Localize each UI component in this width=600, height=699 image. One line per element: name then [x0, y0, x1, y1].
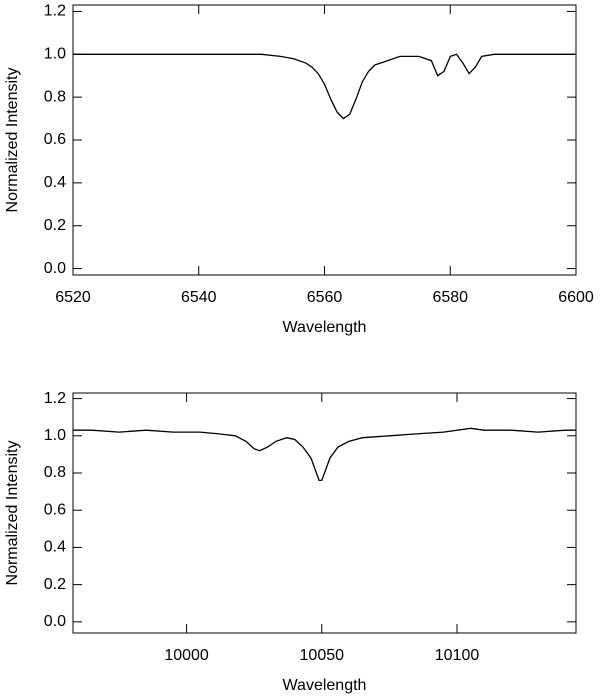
x-tick-label: 10050 [300, 647, 345, 664]
spectrum-line [73, 53, 576, 120]
y-tick-label: 1.2 [44, 3, 66, 20]
y-tick-label: 0.0 [44, 613, 66, 630]
spectrum-line [73, 427, 576, 482]
x-tick-label: 6580 [432, 289, 468, 306]
y-tick-label: 1.0 [44, 46, 66, 63]
plot-frame [72, 4, 577, 276]
y-tick-label: 0.8 [44, 464, 66, 481]
x-tick-label: 6600 [558, 289, 594, 306]
y-axis-label: Normalized Intensity [4, 441, 21, 586]
plot-frame [72, 392, 577, 634]
y-tick-label: 0.4 [44, 539, 66, 556]
y-tick-label: 0.6 [44, 131, 66, 148]
x-tick-label: 6540 [181, 289, 217, 306]
x-tick-label: 10000 [164, 647, 209, 664]
x-axis-label: Wavelength [283, 677, 367, 694]
y-tick-label: 0.8 [44, 88, 66, 105]
y-tick-label: 0.0 [44, 260, 66, 277]
x-axis-label: Wavelength [283, 319, 367, 336]
x-tick-label: 6560 [307, 289, 343, 306]
y-axis-label: Normalized Intensity [4, 68, 21, 213]
y-tick-label: 0.6 [44, 501, 66, 518]
y-tick-label: 0.2 [44, 576, 66, 593]
y-tick-label: 0.4 [44, 174, 66, 191]
y-tick-label: 0.2 [44, 217, 66, 234]
y-tick-label: 1.0 [44, 427, 66, 444]
x-tick-label: 6520 [55, 289, 91, 306]
x-tick-label: 10100 [435, 647, 480, 664]
y-tick-label: 1.2 [44, 390, 66, 407]
